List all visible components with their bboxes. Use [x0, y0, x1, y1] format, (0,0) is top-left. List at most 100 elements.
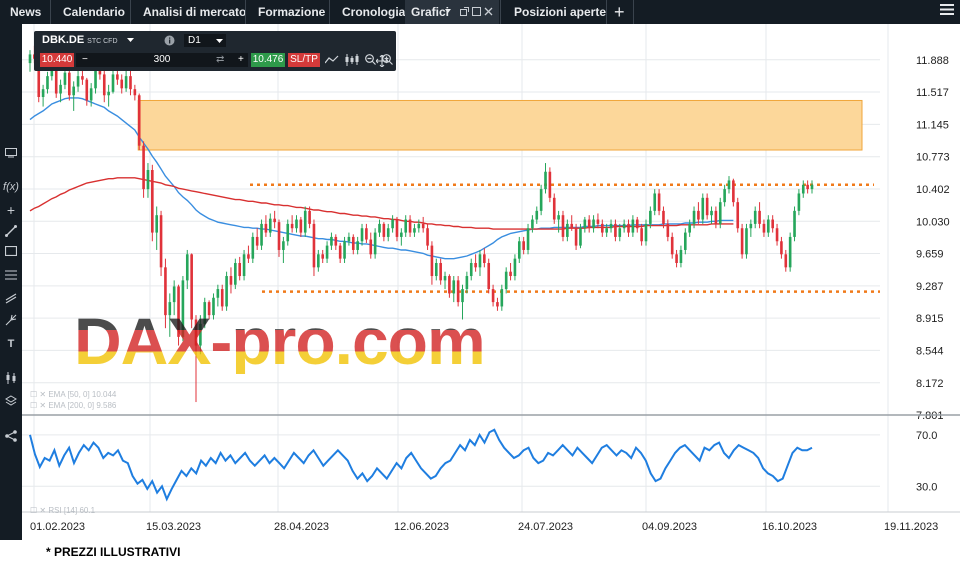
tab-posizioni-aperte[interactable]: Posizioni aperte [514, 5, 607, 19]
candle-body [504, 271, 508, 290]
candle-body [670, 236, 674, 255]
tab-calendario[interactable]: Calendario [63, 5, 126, 19]
pitchfork-icon[interactable] [5, 314, 17, 326]
candle-body [85, 79, 89, 101]
tab-grafici[interactable]: Grafici [405, 0, 499, 24]
candle-body [456, 280, 460, 303]
rectangle-icon[interactable] [5, 246, 17, 256]
candle-body [76, 76, 80, 87]
caret-down-icon[interactable] [445, 9, 451, 13]
candle-body [749, 223, 753, 229]
candle-body [290, 223, 294, 229]
x-tick-label: 28.04.2023 [274, 521, 329, 533]
function-icon[interactable]: f(x) [3, 181, 19, 193]
symbol-selector[interactable]: DBK.DE STC CFD [42, 34, 134, 46]
candle-body [190, 254, 193, 320]
candle-body [740, 228, 744, 255]
detach-icon[interactable] [460, 7, 469, 16]
candle-body [268, 218, 272, 233]
candle-body [107, 91, 110, 96]
buy-button[interactable]: 10.476 [251, 53, 285, 67]
chart-area[interactable]: 01.02.2023 15.03.2023 28.04.2023 12.06.2023… [22, 24, 960, 540]
quantity-value[interactable]: 300 [153, 54, 171, 65]
candle-body [753, 210, 757, 224]
candle-body [317, 254, 320, 268]
candle-body [806, 184, 809, 190]
candle-body [199, 323, 202, 346]
candle-body [220, 289, 224, 307]
monitor-icon[interactable] [5, 148, 17, 158]
candle-chart-icon[interactable] [345, 54, 359, 66]
candle-body [583, 219, 587, 229]
candles-icon[interactable] [5, 372, 17, 384]
crosshair-icon[interactable]: + [6, 202, 16, 218]
trade-panel: DBK.DE STC CFD D1 10.440 − 300 ⇄ + 10.476… [34, 31, 396, 71]
move-icon[interactable] [376, 55, 388, 67]
sltp-button[interactable]: SL/TP [288, 53, 320, 67]
candle-body [522, 241, 525, 250]
candle-body [557, 215, 560, 220]
channel-icon[interactable] [5, 292, 17, 304]
hamburger-icon[interactable] [940, 4, 954, 15]
quantity-stepper[interactable]: − 300 ⇄ + [76, 53, 248, 67]
candle-body [801, 184, 805, 194]
candle-body [635, 219, 639, 229]
candle-body [168, 302, 172, 316]
candle-body [46, 76, 49, 90]
timeframe-select[interactable]: D1 [184, 34, 226, 47]
add-tab-button[interactable]: + [614, 2, 625, 22]
tab-analisi-di-mercato[interactable]: Analisi di mercato [143, 5, 247, 19]
line-chart-icon[interactable] [325, 55, 339, 65]
maximize-icon[interactable] [472, 7, 481, 16]
candle-body [592, 219, 595, 229]
candle-body [675, 254, 678, 263]
y-tick-label: 8.915 [916, 313, 944, 325]
price-chart[interactable]: 01.02.2023 15.03.2023 28.04.2023 12.06.2023… [22, 24, 960, 540]
candle-body [679, 249, 683, 263]
sync-icon[interactable]: ⇄ [216, 54, 225, 65]
candle-body [382, 223, 386, 237]
text-tool-icon[interactable]: T [7, 338, 15, 350]
ema-200-legend-text: EMA [200, 0] 9.586 [48, 401, 117, 410]
x-tick-label: 19.11.2023 [884, 521, 938, 533]
tab-divider [130, 0, 131, 24]
close-icon[interactable] [484, 7, 493, 16]
tab-cronologia[interactable]: Cronologia [342, 5, 406, 19]
candle-body [400, 232, 403, 237]
candle-body [657, 193, 661, 211]
tab-formazione[interactable]: Formazione [258, 5, 326, 19]
candle-body [710, 210, 713, 216]
candle-body [439, 262, 442, 281]
footnote: * PREZZI ILLUSTRATIVI [46, 545, 181, 559]
y-tick-label: 10.773 [916, 152, 950, 164]
tab-divider [50, 0, 51, 24]
candle-body [155, 215, 159, 233]
x-tick-label: 01.02.2023 [30, 521, 85, 533]
info-icon[interactable] [164, 35, 175, 46]
share-icon[interactable] [5, 430, 17, 442]
candle-body [552, 197, 556, 220]
ema-50-legend: ☐ ✕ EMA [50, 0] 10.044 [30, 390, 117, 399]
trendline-icon[interactable] [5, 225, 17, 237]
zoom-out-icon[interactable] [365, 54, 376, 66]
layers-icon[interactable] [5, 395, 17, 407]
increase-qty-icon[interactable]: + [238, 54, 244, 65]
candle-body [496, 302, 499, 307]
resistance-zone[interactable] [137, 99, 863, 151]
sell-button[interactable]: 10.440 [40, 53, 74, 67]
candle-body [732, 180, 735, 203]
fibonacci-icon[interactable] [5, 269, 17, 281]
candle-body [225, 276, 228, 307]
candle-body [351, 236, 355, 250]
candle-body [102, 74, 106, 96]
y-tick-label: 9.287 [916, 281, 944, 293]
tab-news[interactable]: News [10, 5, 42, 19]
candle-body [461, 289, 464, 303]
candle-body [627, 223, 630, 233]
decrease-qty-icon[interactable]: − [82, 54, 88, 65]
candle-body [640, 228, 643, 242]
caret-down-icon [126, 38, 134, 43]
rsi-line [29, 428, 813, 502]
candle-body [771, 219, 774, 229]
candle-body [133, 89, 137, 96]
